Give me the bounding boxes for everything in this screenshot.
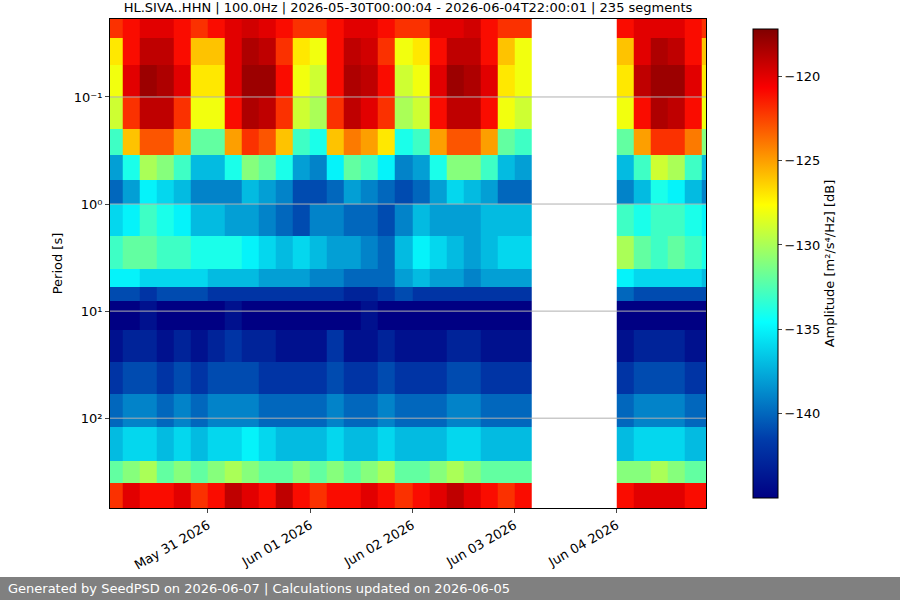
svg-text:10⁻¹: 10⁻¹ [74, 90, 103, 105]
svg-text:−135: −135 [785, 322, 821, 337]
svg-text:−130: −130 [785, 237, 821, 252]
svg-text:May 31 2026: May 31 2026 [132, 517, 213, 572]
svg-text:−120: −120 [785, 69, 821, 84]
svg-text:Period [s]: Period [s] [50, 233, 65, 295]
svg-text:Amplitude [m²/s⁴/Hz] [dB]: Amplitude [m²/s⁴/Hz] [dB] [822, 180, 837, 348]
svg-text:10⁰: 10⁰ [81, 197, 103, 212]
svg-text:Jun 02 2026: Jun 02 2026 [341, 517, 417, 570]
svg-text:10¹: 10¹ [81, 304, 103, 319]
svg-text:10²: 10² [81, 411, 103, 426]
html-text:Generated by SeedPSD on 2026-0: Generated by SeedPSD on 2026-06-07 | Cal… [8, 581, 510, 596]
svg-text:Jun 03 2026: Jun 03 2026 [443, 517, 519, 570]
svg-text:−140: −140 [785, 406, 821, 421]
svg-text:Jun 04 2026: Jun 04 2026 [545, 517, 621, 570]
svg-text:Jun 01 2026: Jun 01 2026 [239, 517, 315, 570]
svg-text:−125: −125 [785, 153, 821, 168]
svg-text:HL.SIVA..HHN | 100.0Hz | 2026-: HL.SIVA..HHN | 100.0Hz | 2026-05-30T00:0… [124, 0, 693, 15]
